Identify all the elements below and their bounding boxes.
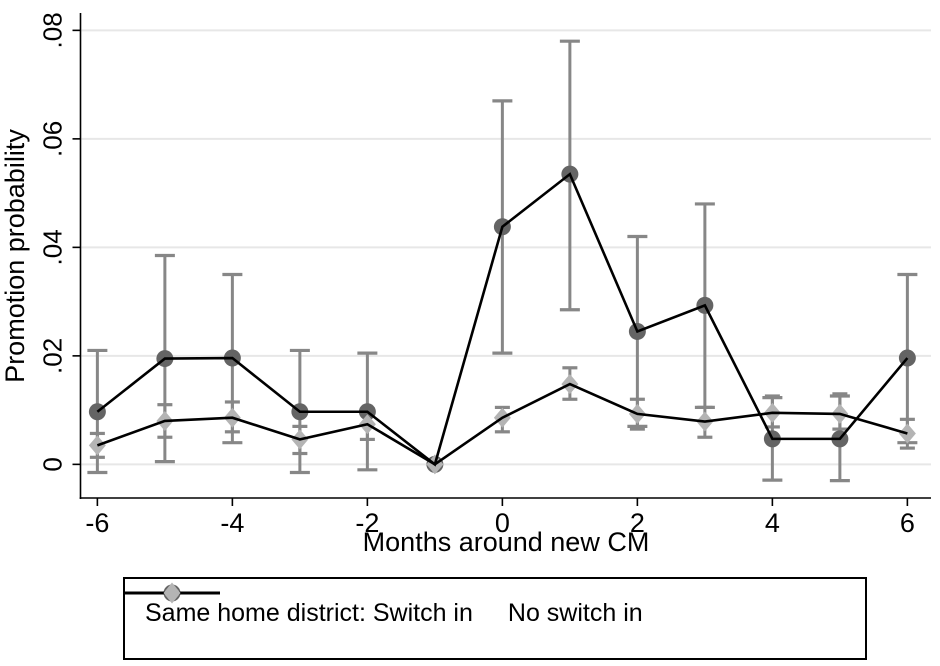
y-tick-label: .06 — [38, 121, 68, 157]
series-line — [96, 172, 909, 467]
legend-entry-no-switch: No switch in — [125, 582, 643, 628]
gridlines-group — [81, 29, 931, 466]
legend-label-switch-in: Same home district: Switch in — [145, 599, 473, 627]
y-tick-label: .04 — [38, 229, 68, 265]
series-line — [96, 382, 908, 466]
x-axis-title: Months around new CM — [363, 527, 650, 557]
axes-group: 0 .02 .04 .06 .08 -6 -4 -2 0 2 4 6 — [38, 12, 931, 538]
x-tick-label: 0 — [495, 508, 510, 538]
legend-key-diamond — [125, 582, 220, 604]
x-tick-label: 2 — [630, 508, 645, 538]
diamond-marker-icon — [163, 582, 181, 604]
y-tick-label: 0 — [38, 457, 68, 471]
y-axis-title: Promotion probability — [0, 129, 30, 383]
plot-area: 0 .02 .04 .06 .08 -6 -4 -2 0 2 4 6 Promotion probab… — [0, 12, 931, 557]
series-lines-group — [96, 172, 909, 467]
y-tick-label: .02 — [38, 338, 68, 374]
x-tick-label: -4 — [220, 508, 244, 538]
x-tick-label: -2 — [355, 508, 379, 538]
x-tick-label: 4 — [765, 508, 780, 538]
legend: Same home district: Switch in No switch … — [123, 577, 867, 660]
x-tick-label: -6 — [85, 508, 109, 538]
legend-label-no-switch: No switch in — [507, 599, 643, 627]
x-tick-label: 6 — [900, 508, 915, 538]
y-tick-label: .08 — [38, 12, 68, 48]
